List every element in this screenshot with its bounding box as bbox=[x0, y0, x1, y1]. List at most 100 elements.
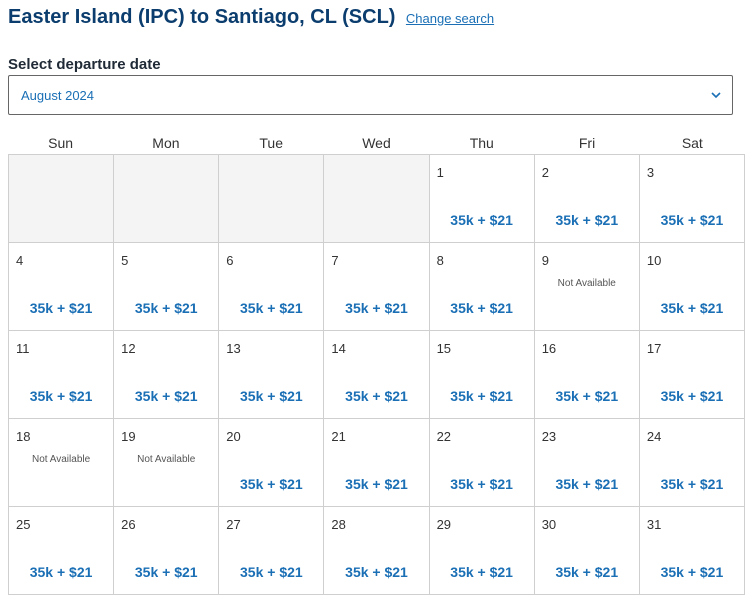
weekday-label: Tue bbox=[259, 135, 283, 151]
day-cell[interactable]: 21 35k + $21 bbox=[324, 419, 430, 507]
day-number: 8 bbox=[436, 253, 444, 268]
day-price: 35k + $21 bbox=[555, 212, 619, 228]
day-price: 35k + $21 bbox=[29, 564, 93, 580]
day-cell[interactable]: 13 35k + $21 bbox=[219, 331, 325, 419]
weekday-label: Mon bbox=[152, 135, 180, 151]
day-cell: 19 Not Available bbox=[114, 419, 220, 507]
weekday-label: Wed bbox=[362, 135, 391, 151]
day-price: 35k + $21 bbox=[134, 388, 198, 404]
day-number: 3 bbox=[646, 165, 655, 180]
day-price: 35k + $21 bbox=[450, 300, 513, 316]
day-price: 35k + $21 bbox=[345, 476, 408, 492]
day-price: 35k + $21 bbox=[555, 476, 619, 492]
day-number: 7 bbox=[331, 253, 339, 268]
day-price: 35k + $21 bbox=[240, 476, 303, 492]
day-price: 35k + $21 bbox=[555, 564, 619, 580]
day-number: 10 bbox=[646, 253, 662, 268]
day-number: 9 bbox=[541, 253, 549, 268]
day-number: 18 bbox=[16, 429, 31, 444]
day-number: 20 bbox=[226, 429, 241, 444]
day-number: 14 bbox=[331, 341, 346, 356]
day-cell[interactable]: 31 35k + $21 bbox=[639, 507, 745, 595]
day-cell[interactable]: 10 35k + $21 bbox=[639, 243, 745, 331]
not-available-label: Not Available bbox=[31, 454, 91, 465]
day-number: 19 bbox=[121, 429, 136, 444]
day-number: 2 bbox=[541, 165, 549, 180]
day-cell[interactable]: 20 35k + $21 bbox=[219, 419, 325, 507]
day-cell[interactable]: 25 35k + $21 bbox=[9, 507, 115, 595]
day-price: 35k + $21 bbox=[660, 300, 724, 316]
day-cell[interactable]: 23 35k + $21 bbox=[534, 419, 640, 507]
day-price: 35k + $21 bbox=[240, 300, 303, 316]
calendar-grid: 1 35k + $21 2 35k + $21 3 35k + $21 4 35k + $21… bbox=[8, 154, 745, 595]
day-cell[interactable]: 8 35k + $21 bbox=[429, 243, 535, 331]
empty-day-cell bbox=[219, 155, 325, 243]
chevron-down-icon bbox=[710, 89, 722, 101]
page-title: Easter Island (IPC) to Santiago, CL (SCL… bbox=[8, 6, 396, 28]
month-select[interactable]: August 2024 bbox=[8, 75, 733, 115]
day-price: 35k + $21 bbox=[240, 564, 303, 580]
day-price: 35k + $21 bbox=[345, 564, 408, 580]
empty-day-cell bbox=[324, 155, 430, 243]
day-cell[interactable]: 28 35k + $21 bbox=[324, 507, 430, 595]
page-header: Easter Island (IPC) to Santiago, CL (SCL… bbox=[8, 6, 494, 29]
day-cell[interactable]: 11 35k + $21 bbox=[9, 331, 115, 419]
weekday-label: Fri bbox=[578, 135, 596, 151]
day-price: 35k + $21 bbox=[450, 388, 513, 404]
day-price: 35k + $21 bbox=[29, 300, 93, 316]
day-cell[interactable]: 30 35k + $21 bbox=[534, 507, 640, 595]
day-cell[interactable]: 24 35k + $21 bbox=[639, 419, 745, 507]
day-number: 27 bbox=[226, 517, 241, 532]
day-cell[interactable]: 26 35k + $21 bbox=[114, 507, 220, 595]
day-cell[interactable]: 27 35k + $21 bbox=[219, 507, 325, 595]
day-cell[interactable]: 2 35k + $21 bbox=[534, 155, 640, 243]
change-search-link[interactable]: Change search bbox=[405, 11, 495, 26]
day-price: 35k + $21 bbox=[240, 388, 303, 404]
day-number: 16 bbox=[541, 341, 557, 356]
day-price: 35k + $21 bbox=[345, 300, 408, 316]
day-price: 35k + $21 bbox=[134, 564, 198, 580]
day-cell[interactable]: 12 35k + $21 bbox=[114, 331, 220, 419]
day-number: 17 bbox=[646, 341, 662, 356]
day-price: 35k + $21 bbox=[450, 476, 513, 492]
day-cell[interactable]: 29 35k + $21 bbox=[429, 507, 535, 595]
weekday-label: Sat bbox=[681, 135, 703, 151]
day-price: 35k + $21 bbox=[660, 564, 724, 580]
day-number: 11 bbox=[16, 341, 30, 356]
day-number: 30 bbox=[541, 517, 557, 532]
day-cell: 9 Not Available bbox=[534, 243, 640, 331]
day-cell[interactable]: 1 35k + $21 bbox=[429, 155, 535, 243]
day-number: 24 bbox=[646, 429, 662, 444]
day-cell[interactable]: 15 35k + $21 bbox=[429, 331, 535, 419]
day-cell[interactable]: 3 35k + $21 bbox=[639, 155, 745, 243]
day-number: 29 bbox=[436, 517, 452, 532]
day-price: 35k + $21 bbox=[134, 300, 198, 316]
day-price: 35k + $21 bbox=[345, 388, 408, 404]
weekday-label: Thu bbox=[469, 135, 494, 151]
day-number: 21 bbox=[331, 429, 346, 444]
day-price: 35k + $21 bbox=[450, 212, 513, 228]
day-number: 4 bbox=[16, 253, 24, 268]
weekday-label: Sun bbox=[48, 135, 74, 151]
departure-date-label: Select departure date bbox=[8, 56, 161, 73]
day-cell[interactable]: 22 35k + $21 bbox=[429, 419, 535, 507]
day-price: 35k + $21 bbox=[660, 476, 724, 492]
day-number: 25 bbox=[16, 517, 31, 532]
day-cell[interactable]: 6 35k + $21 bbox=[219, 243, 325, 331]
day-cell[interactable]: 14 35k + $21 bbox=[324, 331, 430, 419]
day-number: 31 bbox=[646, 517, 662, 532]
day-cell[interactable]: 16 35k + $21 bbox=[534, 331, 640, 419]
day-cell[interactable]: 7 35k + $21 bbox=[324, 243, 430, 331]
day-cell[interactable]: 4 35k + $21 bbox=[9, 243, 115, 331]
not-available-label: Not Available bbox=[557, 278, 616, 289]
day-number: 26 bbox=[121, 517, 136, 532]
day-cell[interactable]: 5 35k + $21 bbox=[114, 243, 220, 331]
day-number: 28 bbox=[331, 517, 346, 532]
day-cell[interactable]: 17 35k + $21 bbox=[639, 331, 745, 419]
weekday-header: Sun Mon Tue Wed Thu Fri Sat bbox=[8, 135, 745, 151]
day-number: 1 bbox=[436, 165, 444, 180]
day-number: 23 bbox=[541, 429, 557, 444]
day-number: 13 bbox=[226, 341, 241, 356]
empty-day-cell bbox=[9, 155, 115, 243]
day-price: 35k + $21 bbox=[450, 564, 513, 580]
